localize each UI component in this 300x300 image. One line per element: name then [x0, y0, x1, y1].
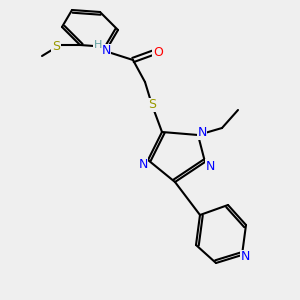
Text: O: O: [153, 46, 163, 59]
Text: N: N: [138, 158, 148, 170]
Text: N: N: [101, 44, 111, 58]
Text: N: N: [197, 127, 207, 140]
Text: S: S: [148, 98, 156, 112]
Text: N: N: [205, 160, 215, 172]
Text: N: N: [240, 250, 250, 263]
Text: S: S: [52, 40, 60, 52]
Text: H: H: [94, 40, 102, 50]
